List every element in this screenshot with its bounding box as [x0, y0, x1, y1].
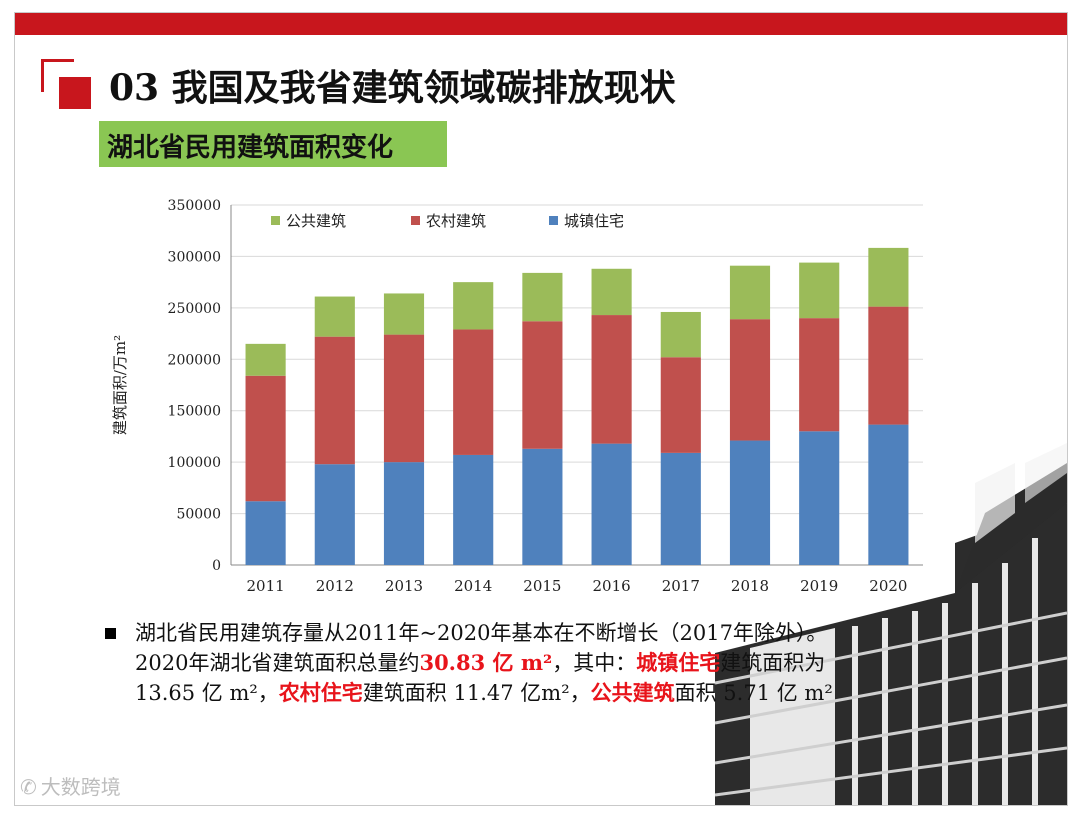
x-tick-label: 2018: [731, 577, 769, 595]
bar-2019-公共建筑: [799, 262, 840, 319]
legend-label: 农村建筑: [426, 212, 486, 230]
bar-2013-公共建筑: [383, 293, 425, 335]
bar-2016-农村建筑: [591, 315, 632, 444]
y-tick-label: 100000: [168, 455, 221, 471]
x-tick-label: 2011: [247, 577, 285, 595]
bar-2014-城镇住宅: [453, 454, 494, 565]
y-tick-label: 350000: [168, 198, 221, 214]
x-tick-label: 2013: [385, 577, 423, 595]
bar-2017-公共建筑: [660, 311, 701, 358]
legend-label: 公共建筑: [286, 212, 346, 230]
bar-2020-公共建筑: [868, 247, 909, 307]
text-urban-suffix: 建筑面积为: [720, 651, 826, 675]
bar-2013-农村建筑: [383, 334, 425, 463]
legend-swatch: [549, 216, 558, 225]
legend-swatch: [411, 216, 420, 225]
bullet-line-3: 13.65 亿 m²，农村住宅建筑面积 11.47 亿m²，公共建筑面积 5.7…: [135, 678, 955, 708]
bar-2011-城镇住宅: [245, 501, 286, 565]
text-total-prefix: 2020年湖北省建筑面积总量约: [135, 651, 420, 675]
bar-2020-城镇住宅: [868, 424, 909, 565]
top-red-bar: [15, 13, 1067, 35]
bullet-line-1: 湖北省民用建筑存量从2011年~2020年基本在不断增长（2017年除外）。: [135, 621, 828, 645]
text-urban-label: 城镇住宅: [636, 650, 721, 675]
bar-2012-农村建筑: [314, 336, 355, 465]
y-tick-label: 200000: [168, 352, 221, 368]
bar-2016-公共建筑: [591, 268, 632, 316]
bullet-text: 湖北省民用建筑存量从2011年~2020年基本在不断增长（2017年除外）。 2…: [135, 618, 955, 708]
bar-2017-农村建筑: [660, 357, 701, 453]
subtitle-banner: [99, 121, 447, 167]
bullet-square-icon: [105, 628, 116, 639]
x-tick-label: 2014: [454, 577, 492, 595]
y-tick-label: 300000: [168, 249, 221, 265]
legend-label: 城镇住宅: [564, 212, 624, 230]
building-illustration: [714, 443, 1067, 805]
y-axis-label: 建筑面积/万m²: [111, 335, 129, 435]
bar-2014-公共建筑: [453, 282, 494, 330]
text-public-label: 公共建筑: [590, 680, 675, 705]
stacked-bar-chart: 0 50000 100000 150000 200000 250000 300000 3500…: [111, 198, 923, 595]
bar-2015-城镇住宅: [522, 448, 563, 565]
bar-2016-城镇住宅: [591, 443, 632, 565]
text-rural-label: 农村住宅: [278, 680, 363, 705]
slide: 03 我国及我省建筑领域碳排放现状 湖北省民用建筑面积变化 0 50000 1000…: [14, 12, 1068, 806]
subtitle: 湖北省民用建筑面积变化: [107, 133, 394, 163]
x-tick-label: 2017: [662, 577, 700, 595]
bar-2019-农村建筑: [799, 318, 840, 432]
y-tick-label: 150000: [168, 404, 221, 420]
text-public-value: 面积 5.71 亿 m²: [674, 681, 833, 705]
bar-2020-农村建筑: [868, 306, 909, 425]
page-title: 03 我国及我省建筑领域碳排放现状: [109, 67, 676, 109]
bar-2012-公共建筑: [314, 296, 355, 337]
x-tick-label: 2020: [869, 577, 907, 595]
bar-2012-城镇住宅: [314, 464, 355, 565]
bar-2011-公共建筑: [245, 343, 286, 376]
text-among: ，其中：: [552, 651, 637, 675]
logo-square-icon: [59, 77, 91, 109]
bar-2018-农村建筑: [729, 319, 771, 441]
x-tick-label: 2019: [800, 577, 838, 595]
bar-2018-公共建筑: [729, 265, 771, 320]
y-tick-label: 0: [212, 558, 221, 574]
bar-2017-城镇住宅: [660, 452, 701, 565]
text-total-value: 30.83 亿 m²: [419, 650, 553, 675]
bar-2011-农村建筑: [245, 375, 286, 502]
bar-2013-城镇住宅: [383, 462, 425, 565]
text-urban-value: 13.65 亿 m²，: [135, 681, 279, 705]
bar-2019-城镇住宅: [799, 431, 840, 565]
weixin-icon: ✆: [20, 775, 37, 799]
x-tick-label: 2015: [523, 577, 561, 595]
y-tick-label: 50000: [176, 507, 221, 523]
legend-swatch: [271, 216, 280, 225]
bar-2015-农村建筑: [522, 321, 563, 449]
bar-2015-公共建筑: [522, 272, 563, 322]
logo-outline-icon: [41, 59, 74, 92]
bar-2014-农村建筑: [453, 329, 494, 455]
bullet-line-2: 2020年湖北省建筑面积总量约30.83 亿 m²，其中：城镇住宅建筑面积为: [135, 648, 955, 678]
watermark: ✆ 大数跨境: [20, 771, 121, 800]
text-rural-value: 建筑面积 11.47 亿m²，: [362, 681, 591, 705]
bar-2018-城镇住宅: [729, 440, 771, 565]
watermark-text: 大数跨境: [40, 775, 121, 799]
x-tick-label: 2016: [593, 577, 631, 595]
y-tick-label: 250000: [168, 301, 221, 317]
x-tick-label: 2012: [316, 577, 354, 595]
